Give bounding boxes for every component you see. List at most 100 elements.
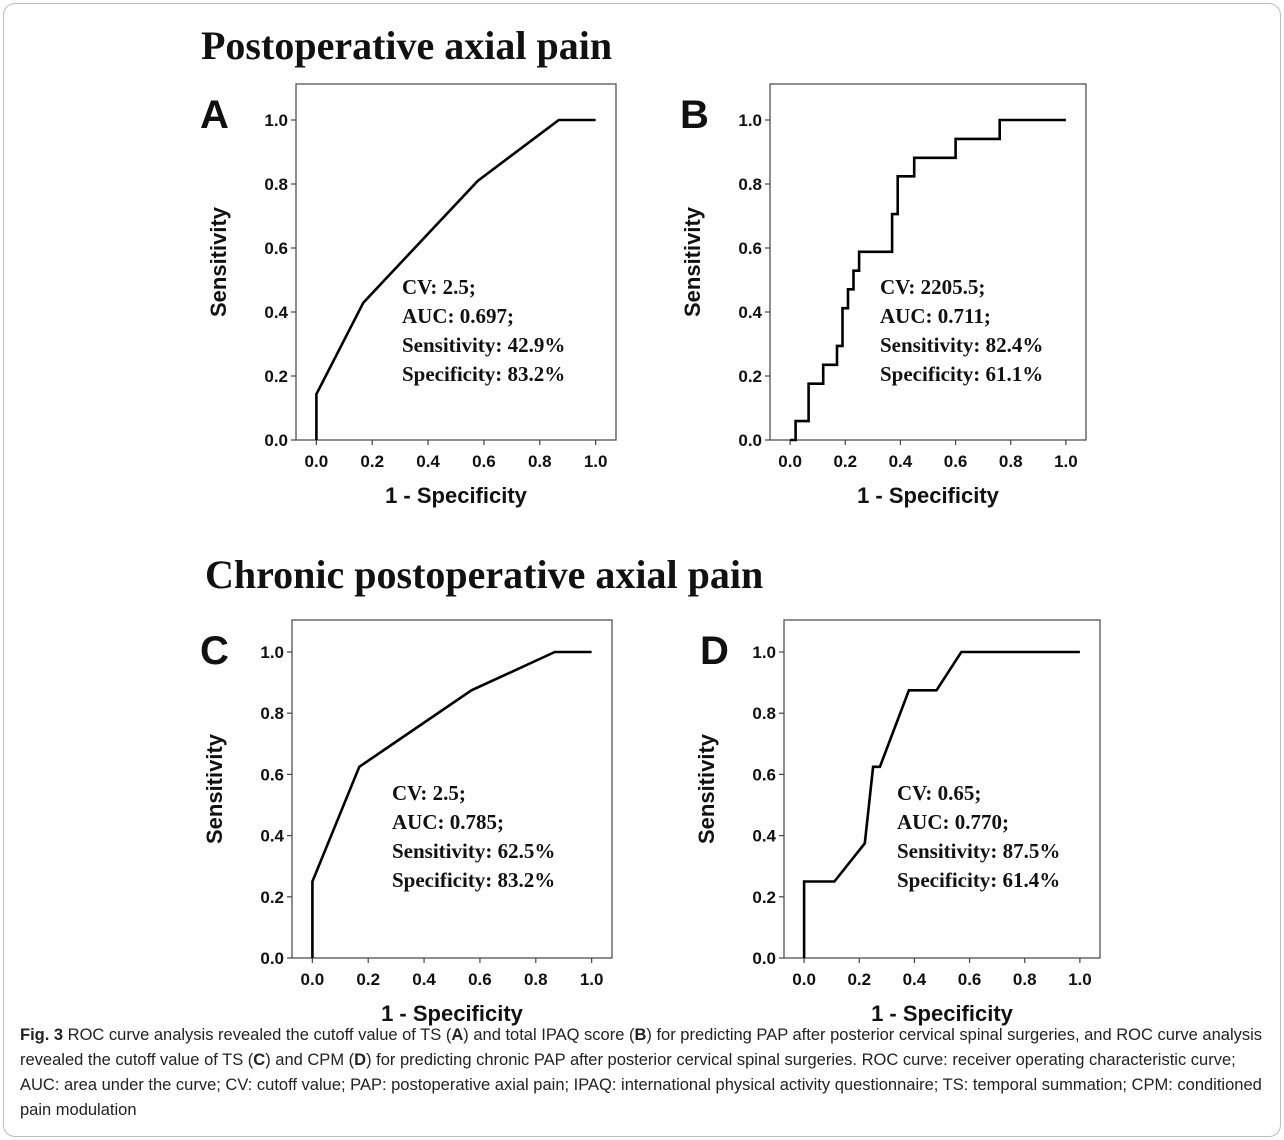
x-tick-label: 0.2	[847, 970, 871, 989]
annotation-line: AUC: 0.770;	[897, 810, 1009, 834]
annotation-line: CV: 2.5;	[392, 781, 466, 805]
y-tick-label: 0.4	[260, 827, 284, 846]
x-tick-label: 0.2	[833, 452, 857, 471]
annotation-line: Sensitivity: 87.5%	[897, 839, 1060, 863]
x-tick-label: 0.0	[301, 970, 325, 989]
y-tick-label: 0.2	[264, 367, 288, 386]
y-tick-label: 0.0	[738, 431, 762, 450]
x-tick-label: 0.4	[416, 452, 440, 471]
x-tick-label: 0.0	[792, 970, 816, 989]
x-tick-label: 0.0	[778, 452, 802, 471]
annotation-line: Sensitivity: 82.4%	[880, 333, 1043, 357]
x-tick-label: 0.4	[412, 970, 436, 989]
y-tick-label: 0.6	[752, 765, 776, 784]
x-tick-label: 0.8	[999, 452, 1023, 471]
roc-chart-panel-a: A 0.0 0.2 0.4 0.6 0.8 1.0 0.0 0.2 0.4 0.6 0.8 1.0 1 -…	[200, 83, 617, 508]
x-tick-label: 0.4	[889, 452, 913, 471]
x-tick-label: 1.0	[584, 452, 608, 471]
panel-letter-c: C	[200, 629, 229, 673]
annotation-line: CV: 2205.5;	[880, 275, 985, 299]
y-tick-label: 0.0	[752, 949, 776, 968]
y-tick-label: 0.0	[264, 431, 288, 450]
caption-text-1: ROC curve analysis revealed the cutoff v…	[63, 1026, 452, 1044]
figure-caption: Fig. 3 ROC curve analysis revealed the c…	[20, 1023, 1270, 1123]
y-tick-label: 0.4	[738, 303, 762, 322]
roc-curve-line	[311, 650, 592, 958]
y-tick-label: 0.6	[738, 239, 762, 258]
annotation-line: AUC: 0.697;	[402, 304, 514, 328]
x-axis-label: 1 - Specificity	[871, 1001, 1014, 1026]
y-tick-label: 0.8	[264, 175, 288, 194]
caption-ref-c: C	[253, 1051, 266, 1069]
x-tick-label: 0.6	[944, 452, 968, 471]
y-tick-label: 0.8	[752, 704, 776, 723]
y-tick-label: 0.2	[752, 888, 776, 907]
plot-frame	[291, 619, 613, 959]
annotation-line: Specificity: 61.1%	[880, 362, 1043, 386]
figure-frame	[3, 3, 1281, 1137]
caption-ref-a: A	[451, 1026, 464, 1044]
y-tick-label: 1.0	[264, 111, 288, 130]
caption-text-4: ) and CPM (	[265, 1051, 355, 1069]
x-tick-label: 0.6	[472, 452, 496, 471]
y-tick-label: 1.0	[260, 643, 284, 662]
x-tick-label: 1.0	[1054, 452, 1078, 471]
roc-chart-panel-b: B 0.0 0.2 0.4 0.6 0.8 1.0 0.0 0.2 0.4 0.6 0.8 1.0 1 -…	[680, 83, 1087, 508]
y-tick-label: 1.0	[752, 643, 776, 662]
caption-label: Fig. 3	[20, 1026, 64, 1044]
roc-curve-line	[802, 650, 1080, 958]
annotation-line: Sensitivity: 42.9%	[402, 333, 565, 357]
roc-chart-panel-c: C 0.0 0.2 0.4 0.6 0.8 1.0 0.0 0.2 0.4 0.6 0.8 1.0 1 -…	[200, 619, 613, 1026]
x-tick-label: 1.0	[580, 970, 604, 989]
caption-text-3: ) for predicting PAP after posterior cer…	[20, 1026, 1263, 1069]
x-tick-label: 0.2	[360, 452, 384, 471]
y-axis-label: Sensitivity	[202, 733, 227, 844]
y-tick-label: 0.2	[738, 367, 762, 386]
caption-text-5: ) for predicting chronic PAP after poste…	[20, 1051, 1262, 1119]
caption-ref-b: B	[634, 1026, 647, 1044]
panel-letter-d: D	[700, 629, 729, 673]
x-tick-label: 0.4	[903, 970, 927, 989]
y-tick-label: 0.2	[260, 888, 284, 907]
annotation-line: Specificity: 83.2%	[392, 868, 555, 892]
annotation-line: AUC: 0.785;	[392, 810, 504, 834]
roc-curve-line	[790, 118, 1066, 442]
y-tick-label: 0.4	[752, 827, 776, 846]
y-tick-label: 1.0	[738, 111, 762, 130]
annotation-line: AUC: 0.711;	[880, 304, 991, 328]
x-tick-label: 0.8	[524, 970, 548, 989]
plot-frame	[769, 83, 1087, 441]
y-axis-label: Sensitivity	[680, 206, 705, 317]
annotation-line: CV: 0.65;	[897, 781, 981, 805]
x-axis-label: 1 - Specificity	[857, 483, 1000, 508]
x-tick-label: 0.2	[356, 970, 380, 989]
section-title-postoperative: Postoperative axial pain	[201, 23, 613, 68]
caption-text-2: ) and total IPAQ score (	[463, 1026, 635, 1044]
y-axis-label: Sensitivity	[206, 206, 231, 317]
annotation-line: CV: 2.5;	[402, 275, 476, 299]
plot-frame	[783, 619, 1101, 959]
y-tick-label: 0.8	[260, 704, 284, 723]
x-tick-label: 0.6	[468, 970, 492, 989]
roc-curve-line	[315, 118, 596, 440]
roc-chart-panel-d: D 0.0 0.2 0.4 0.6 0.8 1.0 0.0 0.2 0.4 0.6 0.8 1.0 1 -…	[694, 619, 1101, 1026]
annotation-line: Sensitivity: 62.5%	[392, 839, 555, 863]
y-tick-label: 0.4	[264, 303, 288, 322]
x-tick-label: 0.0	[305, 452, 329, 471]
caption-ref-d: D	[354, 1051, 367, 1069]
section-title-chronic: Chronic postoperative axial pain	[205, 552, 764, 597]
x-tick-label: 0.6	[958, 970, 982, 989]
annotation-line: Specificity: 61.4%	[897, 868, 1060, 892]
y-tick-label: 0.6	[260, 765, 284, 784]
plot-frame	[295, 83, 617, 441]
panel-letter-a: A	[200, 93, 229, 137]
y-tick-label: 0.8	[738, 175, 762, 194]
x-tick-label: 1.0	[1068, 970, 1092, 989]
x-tick-label: 0.8	[1013, 970, 1037, 989]
x-axis-label: 1 - Specificity	[381, 1001, 524, 1026]
panel-letter-b: B	[680, 93, 709, 137]
annotation-line: Specificity: 83.2%	[402, 362, 565, 386]
x-axis-label: 1 - Specificity	[385, 483, 528, 508]
y-axis-label: Sensitivity	[694, 733, 719, 844]
y-tick-label: 0.0	[260, 949, 284, 968]
